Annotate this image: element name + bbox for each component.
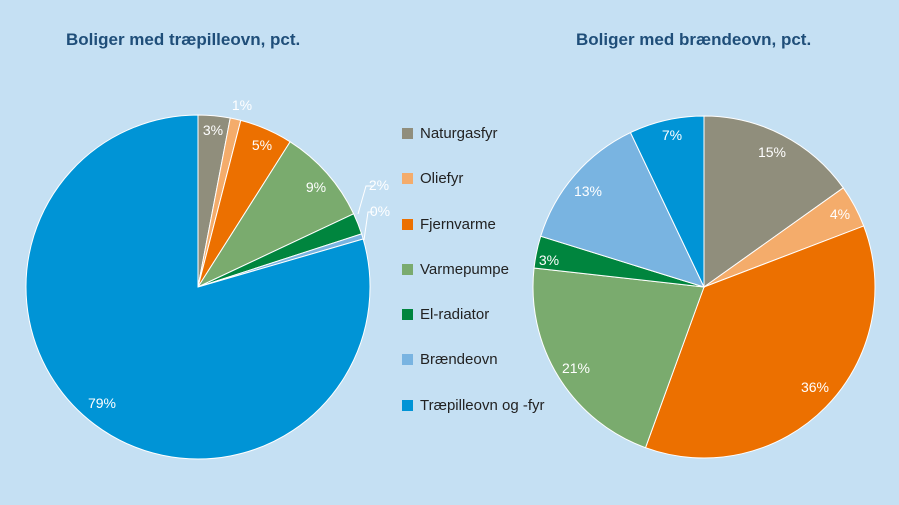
data-label-traepilleovn-og-fyr: 7% bbox=[662, 127, 682, 143]
legend-swatch bbox=[402, 354, 413, 366]
legend-item-fjernvarme: Fjernvarme bbox=[402, 213, 544, 236]
data-label-traepilleovn-og-fyr: 79% bbox=[88, 395, 116, 411]
data-label-el-radiator: 2% bbox=[369, 177, 389, 193]
legend-swatch bbox=[402, 128, 413, 139]
data-label-braendeovn: 0% bbox=[370, 203, 390, 219]
chart-title-braendeovn: Boliger med brændeovn, pct. bbox=[576, 30, 812, 49]
data-label-fjernvarme: 36% bbox=[801, 379, 829, 395]
pie-slice-fjernvarme bbox=[644, 225, 876, 459]
pie-slice-traepilleovn-og-fyr bbox=[629, 115, 705, 288]
data-label-naturgasfyr: 15% bbox=[758, 144, 786, 160]
legend-swatch bbox=[402, 263, 413, 275]
data-label-varmepumpe: 9% bbox=[306, 179, 326, 195]
data-label-el-radiator: 3% bbox=[539, 252, 559, 268]
legend-item-varmepumpe: Varmepumpe bbox=[402, 258, 544, 281]
legend-label: Varmepumpe bbox=[420, 260, 509, 278]
legend-label: Oliefyr bbox=[420, 170, 464, 188]
data-label-oliefyr: 4% bbox=[830, 206, 850, 222]
legend-item-naturgasfyr: Naturgasfyr bbox=[402, 122, 544, 145]
data-label-braendeovn: 13% bbox=[574, 183, 602, 199]
legend-swatch bbox=[402, 399, 413, 411]
legend-item-el-radiator: El-radiator bbox=[402, 303, 544, 326]
pie-slice-varmepumpe bbox=[196, 141, 355, 289]
data-label-oliefyr: 1% bbox=[232, 97, 252, 113]
legend: Naturgasfyr Oliefyr Fjernvarme Varmepump… bbox=[402, 122, 544, 439]
legend-label: Fjernvarme bbox=[420, 215, 496, 233]
legend-item-braendeovn: Brændeovn bbox=[402, 348, 544, 371]
legend-swatch bbox=[402, 309, 413, 321]
pie-slice-traepilleovn-og-fyr bbox=[25, 114, 371, 460]
legend-label: El-radiator bbox=[420, 306, 490, 324]
data-label-fjernvarme: 5% bbox=[252, 137, 272, 153]
chart-title-traepilleovn: Boliger med træpilleovn, pct. bbox=[66, 30, 301, 49]
pie-slice-varmepumpe bbox=[532, 267, 705, 449]
legend-swatch bbox=[402, 173, 413, 185]
legend-swatch bbox=[402, 218, 413, 230]
data-label-naturgasfyr: 3% bbox=[203, 122, 223, 138]
legend-label: Træpilleovn og -fyr bbox=[420, 396, 545, 414]
leader-line-el-radiator bbox=[357, 185, 374, 215]
legend-label: Brændeovn bbox=[420, 351, 498, 369]
pie-slice-naturgasfyr bbox=[703, 115, 844, 288]
legend-item-oliefyr: Oliefyr bbox=[402, 167, 544, 190]
data-label-varmepumpe: 21% bbox=[562, 360, 590, 376]
legend-item-traepilleovn-og-fyr: Træpilleovn og -fyr bbox=[402, 394, 544, 417]
pie-slice-braendeovn bbox=[540, 131, 705, 288]
leader-line-braendeovn bbox=[363, 211, 374, 241]
legend-label: Naturgasfyr bbox=[420, 125, 498, 142]
